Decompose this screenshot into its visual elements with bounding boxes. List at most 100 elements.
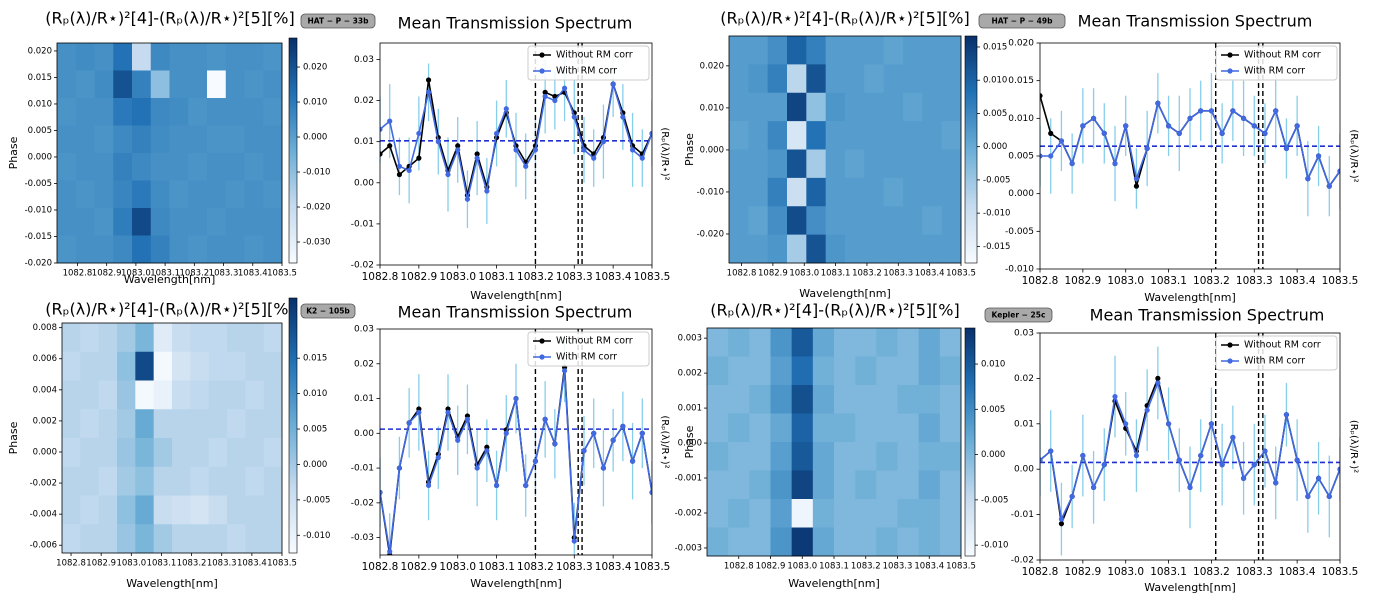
y-tick-label: 0.03: [1014, 329, 1034, 339]
series-point: [1251, 123, 1257, 129]
heatmap-cell: [263, 524, 283, 554]
heatmap-cell: [864, 206, 885, 236]
series-point: [1101, 462, 1107, 468]
x-tick-label: 1083.4: [915, 269, 945, 279]
heatmap-cell: [188, 208, 208, 236]
chart-title: Mean Transmission Spectrum: [1090, 306, 1325, 325]
heatmap-cell: [98, 438, 118, 468]
series-point: [464, 196, 471, 202]
x-tick-label: 1083.4: [914, 562, 944, 572]
series-point: [474, 465, 480, 471]
heatmap-cell: [876, 385, 898, 414]
x-tick-label: 1083.1: [1150, 275, 1187, 287]
x-tick-label: 1083.1: [819, 562, 849, 572]
heatmap-cell: [770, 385, 793, 414]
series-point: [1315, 153, 1322, 159]
heatmap-cell: [897, 328, 920, 357]
x-tick-label: 1083.0: [439, 271, 476, 283]
series-point: [396, 171, 403, 178]
heatmap-cell: [75, 98, 95, 126]
y-tick-label: 0.002: [678, 369, 702, 379]
heatmap-cell: [883, 121, 904, 150]
series-point: [1069, 160, 1075, 167]
heatmap-cell: [939, 413, 962, 443]
series-point: [1040, 457, 1043, 463]
series-point: [1133, 183, 1140, 189]
heatmap-cell: [135, 351, 155, 381]
x-tick-label: 1083.4: [238, 269, 268, 279]
x-tick-label: 1082.8: [1022, 275, 1059, 287]
x-axis-label: Wavelength[nm]: [126, 577, 218, 590]
heatmap-cell: [207, 70, 227, 99]
y-axis-label: Phase: [7, 136, 20, 169]
heatmap-cell: [787, 121, 807, 150]
legend-marker: [1227, 68, 1233, 74]
series-point: [435, 139, 441, 145]
series-point: [581, 147, 587, 153]
series-point: [1112, 160, 1118, 167]
heatmap-cell: [707, 413, 729, 443]
heatmap-cell: [80, 409, 100, 439]
legend-label: With RM corr: [556, 352, 617, 363]
heatmap-cell: [117, 380, 136, 410]
y-tick-label: 0.000: [1008, 189, 1034, 199]
planet-label: HAT − P − 33b: [308, 17, 370, 26]
heatmap-cell: [98, 409, 118, 439]
heatmap-cell: [834, 356, 856, 386]
x-tick-label: 1083.5: [1322, 275, 1359, 287]
heatmap-cell: [876, 328, 898, 357]
series-point: [620, 423, 626, 429]
y-tick-label: 0.003: [678, 334, 702, 344]
heatmap-cell: [918, 356, 941, 386]
heatmap-cell: [729, 64, 749, 94]
y-tick-label: -0.005: [25, 179, 52, 189]
y-tick-label: 0.006: [33, 354, 57, 364]
y-tick-label: 0.000: [678, 439, 702, 449]
heatmap-cell: [113, 235, 133, 264]
x-tick-label: 1083.1: [1150, 566, 1187, 578]
series-point: [1101, 130, 1107, 136]
heatmap-cell: [864, 177, 885, 207]
heatmap-cell: [57, 180, 77, 209]
heatmap-cell: [207, 43, 227, 71]
colorbar: [964, 327, 976, 557]
heatmap-cell: [825, 234, 846, 264]
y-tick-label: -0.015: [25, 232, 52, 242]
heatmap-cell: [57, 98, 77, 126]
x-tick-label: 1083.3: [209, 269, 239, 279]
heatmap-cell: [62, 438, 81, 468]
x-tick-label: 1083.5: [946, 269, 976, 279]
heatmap-cell: [812, 499, 835, 528]
series-point: [1040, 153, 1043, 159]
heatmap-cell: [787, 177, 807, 207]
series-point: [1219, 462, 1225, 468]
heatmap-cell: [227, 409, 246, 439]
heatmap-cell: [245, 495, 265, 525]
heatmap-cell: [153, 466, 173, 496]
heatmap-cell: [939, 470, 962, 500]
heatmap-cell: [767, 149, 788, 179]
heatmap-cell: [883, 92, 904, 122]
planet-badge: [300, 13, 376, 29]
heatmap-cell: [113, 125, 133, 154]
heatmap-cell: [190, 380, 210, 410]
y-tick-label: 0.008: [33, 323, 57, 333]
x-axis-label: Wavelength[nm]: [1144, 291, 1236, 304]
series-point: [1058, 138, 1065, 144]
colorbar-tick-label: -0.010: [981, 541, 1008, 551]
x-tick-label: 1082.9: [758, 269, 788, 279]
heatmap-cell: [245, 524, 265, 554]
series-point: [1230, 434, 1236, 441]
colorbar-tick-label: 0.000: [303, 133, 327, 143]
y-tick-label: -0.01: [1011, 510, 1034, 520]
colorbar-tick-label: 0.010: [981, 360, 1005, 370]
heatmap-cell: [834, 442, 856, 471]
heatmap-cell: [748, 121, 769, 150]
series-point: [1048, 448, 1054, 454]
heatmap-cell: [245, 438, 265, 468]
series-point: [1155, 380, 1161, 386]
heatmap-cell: [150, 43, 170, 71]
heatmap-cell: [117, 495, 136, 525]
heatmap-cell: [244, 98, 264, 126]
